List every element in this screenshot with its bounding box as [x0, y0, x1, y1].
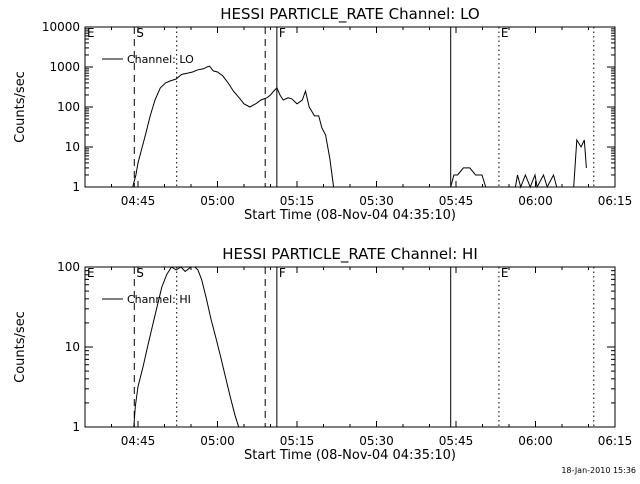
y-tick-label: 1000	[49, 60, 80, 74]
x-tick-label: 05:30	[359, 194, 394, 208]
marker-label: E	[501, 26, 509, 40]
x-tick-label: 06:15	[598, 434, 633, 448]
panel-lo: HESSI PARTICLE_RATE Channel: LO 04:45 05:0…	[13, 5, 632, 223]
y-tick-label: 1	[72, 180, 80, 194]
series-line	[450, 167, 487, 188]
x-tick-label: 04:45	[121, 434, 156, 448]
y-tick-label: 10000	[42, 20, 80, 34]
series-line	[573, 138, 587, 188]
x-tick-label: 05:45	[439, 194, 474, 208]
x-axis-label: Start Time (08-Nov-04 04:35:10)	[244, 448, 456, 463]
y-tick-label: 100	[57, 100, 80, 114]
marker-label: S	[136, 266, 144, 280]
x-tick-label: 05:45	[439, 434, 474, 448]
y-axis-label: Counts/sec	[13, 311, 28, 383]
plot-frame	[84, 26, 616, 188]
chart-title: HESSI PARTICLE_RATE Channel: LO	[220, 5, 479, 24]
y-tick-label: 10	[65, 140, 80, 154]
plot-frame	[84, 266, 616, 428]
x-tick-label: 05:15	[280, 194, 315, 208]
legend-entry: Channel: HI	[127, 293, 191, 306]
x-tick-label: 06:15	[598, 194, 633, 208]
y-tick-label: 1	[72, 420, 80, 434]
marker-label: E	[87, 26, 95, 40]
timestamp: 18-Jan-2010 15:36	[561, 466, 636, 475]
marker-label: F	[279, 26, 286, 40]
x-tick-label: 06:00	[518, 434, 553, 448]
y-tick-label: 10	[65, 340, 80, 354]
x-tick-label: 05:00	[200, 194, 235, 208]
x-tick-label: 06:00	[518, 194, 553, 208]
legend-entry: Channel: LO	[127, 53, 194, 66]
marker-label: S	[136, 26, 144, 40]
series-line	[514, 173, 558, 189]
x-tick-label: 04:45	[121, 194, 156, 208]
marker-label: E	[87, 266, 95, 280]
x-axis-label: Start Time (08-Nov-04 04:35:10)	[244, 208, 456, 223]
series-line	[133, 266, 240, 428]
y-axis-label: Counts/sec	[13, 71, 28, 143]
y-tick-label: 100	[57, 260, 80, 274]
x-tick-label: 05:30	[359, 434, 394, 448]
marker-label: E	[501, 266, 509, 280]
marker-label: F	[279, 266, 286, 280]
x-tick-label: 05:00	[200, 434, 235, 448]
series-line	[132, 65, 335, 188]
panel-hi: HESSI PARTICLE_RATE Channel: HI 04:45 05:0…	[13, 245, 632, 463]
chart-title: HESSI PARTICLE_RATE Channel: HI	[222, 245, 478, 264]
x-tick-label: 05:15	[280, 434, 315, 448]
